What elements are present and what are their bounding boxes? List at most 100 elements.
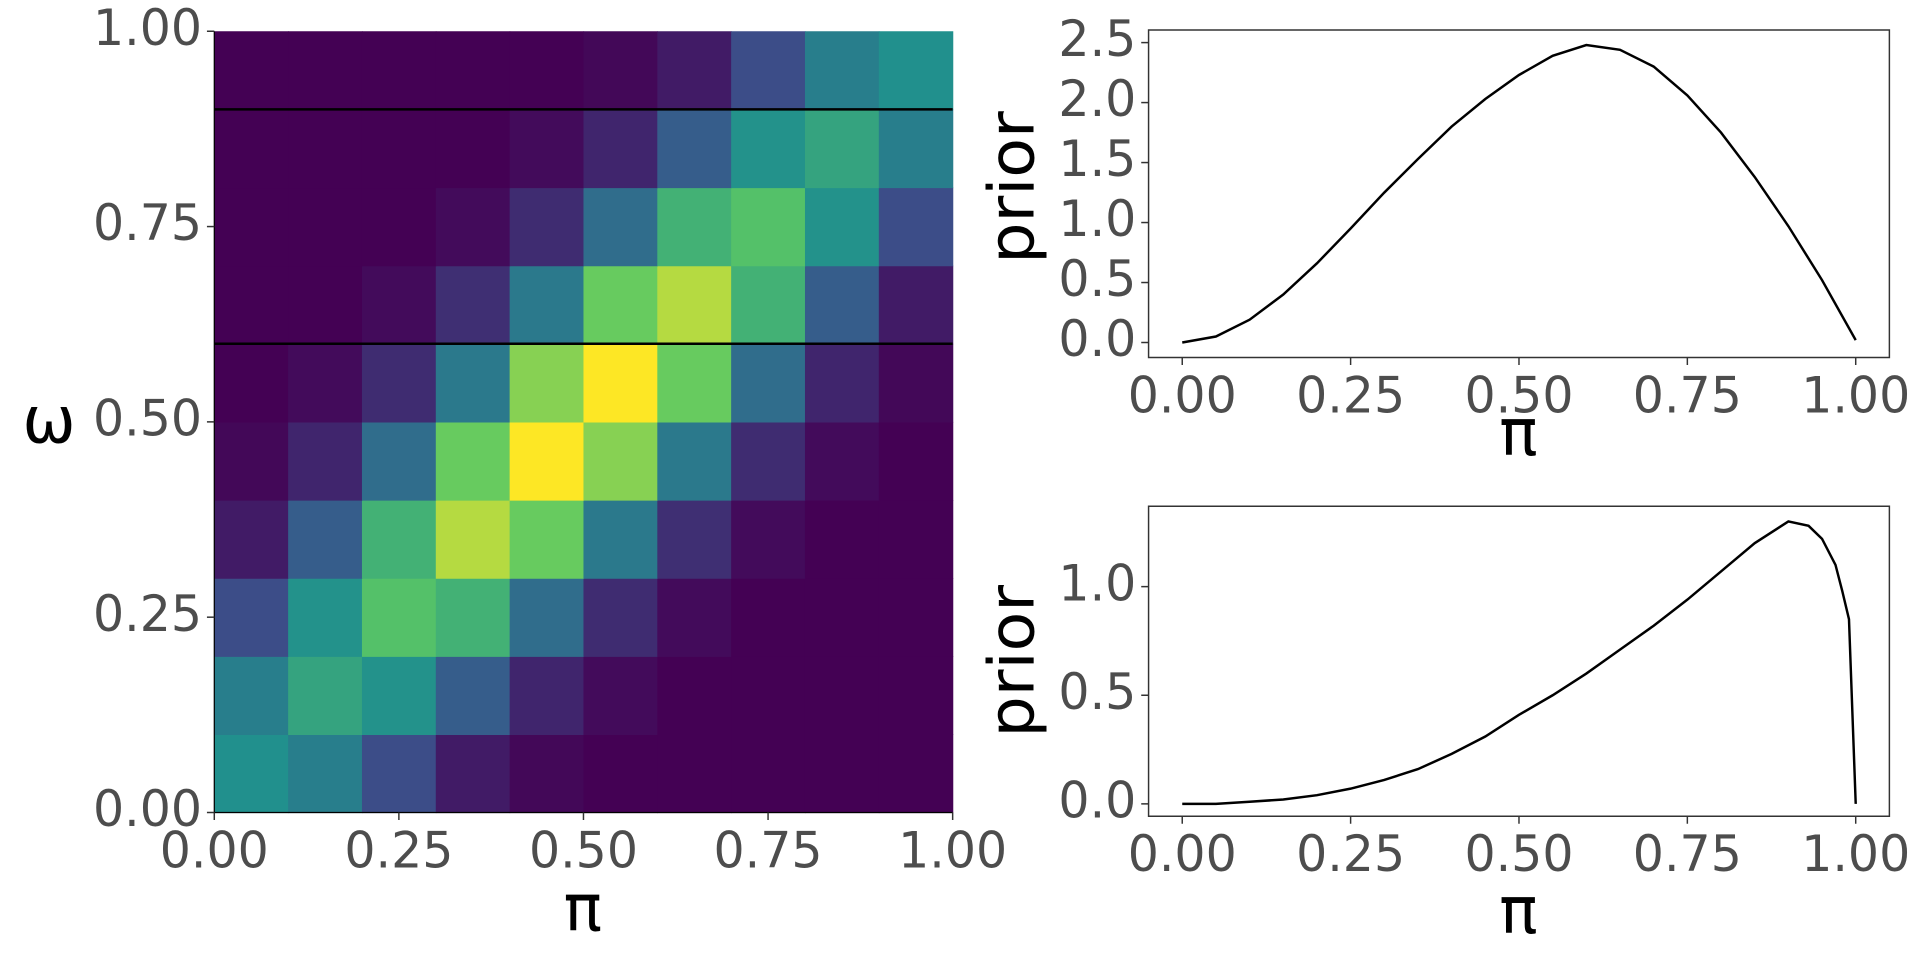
x-tick-label: 0.25: [344, 821, 453, 880]
heat-cell: [657, 656, 732, 735]
y-tick-label: 0.0: [1058, 771, 1136, 830]
y-tick-label: 2.0: [1058, 70, 1136, 129]
heat-cell: [435, 109, 511, 189]
heat-cell: [361, 656, 437, 735]
y-tick-label: 1.5: [1058, 130, 1136, 189]
heat-cell: [288, 265, 363, 345]
heat-cell: [657, 31, 732, 110]
heat-cell: [214, 109, 289, 189]
line: [1182, 43, 1857, 344]
heat-cell: [583, 265, 658, 345]
heat-cell: [288, 31, 363, 110]
heat-cell: [731, 31, 806, 110]
x-tick-label: 0.00: [1128, 366, 1237, 425]
heat-cell: [804, 31, 880, 110]
heat-cell: [509, 500, 585, 579]
heat-cell: [878, 421, 954, 501]
heat-cell: [214, 31, 289, 110]
heat-cell: [509, 734, 585, 814]
heat-cell: [878, 656, 954, 735]
x-tick-label: 0.50: [529, 821, 638, 880]
heat-cell: [214, 187, 289, 267]
y-tick-label: 2.5: [1058, 10, 1136, 69]
heat-cell: [731, 421, 806, 501]
y-tick-label: 0.5: [1058, 662, 1136, 721]
heat-cell: [804, 734, 880, 814]
heat-cell: [288, 421, 363, 501]
heat-cell: [288, 578, 363, 657]
heat-cell: [804, 578, 880, 657]
heat-cell: [583, 734, 658, 814]
y-tick-label: 1.0: [1058, 554, 1136, 613]
heat-cell: [731, 656, 806, 735]
heat-cell: [804, 421, 880, 501]
heat-cell: [214, 265, 289, 345]
heat-cell: [361, 187, 437, 267]
heat-cell: [361, 343, 437, 423]
heat-cell: [361, 578, 437, 657]
heat-cell: [583, 31, 658, 110]
x-tick-label: 0.00: [160, 821, 269, 880]
heat-cell: [214, 578, 289, 657]
x-axis-title: π: [1499, 396, 1537, 472]
x-tick-label: 0.25: [1296, 825, 1405, 884]
heat-cell: [361, 421, 437, 501]
y-tick-label: 0.5: [1058, 250, 1136, 309]
heat-cell: [509, 578, 585, 657]
heat-cell: [214, 734, 289, 814]
heat-cell: [509, 421, 585, 501]
x-tick-label: 1.00: [1801, 825, 1910, 884]
y-tick-label: 1.0: [1058, 190, 1136, 249]
heat-cell: [657, 734, 732, 814]
heat-cell: [435, 500, 511, 579]
heat-cell: [731, 265, 806, 345]
heat-cell: [878, 31, 954, 110]
x-axis-title: π: [564, 871, 602, 947]
y-tick-label: 0.25: [93, 584, 202, 643]
heat-cell: [361, 265, 437, 345]
heat-cell: [731, 734, 806, 814]
heat-cell: [361, 734, 437, 814]
y-tick-label: 1.00: [93, 0, 202, 57]
heat-cell: [435, 187, 511, 267]
heat-cell: [731, 578, 806, 657]
heat-cell: [657, 265, 732, 345]
heat-cell: [731, 500, 806, 579]
panel: 0.00 0.25 0.50 0.75 1.00 0.0 0.5 1.0 π prior: [975, 505, 1910, 949]
heat-cell: [657, 500, 732, 579]
heat-cell: [657, 187, 732, 267]
heat-cell: [731, 343, 806, 423]
line: [1182, 520, 1857, 806]
heat-cell: [435, 578, 511, 657]
y-axis-title: prior: [975, 584, 1049, 737]
y-axis-title: prior: [975, 111, 1049, 264]
heat-cell: [583, 500, 658, 579]
heat-cell: [657, 421, 732, 501]
heat-cell: [657, 578, 732, 657]
heat-cell: [361, 500, 437, 579]
heat-cell: [509, 656, 585, 735]
heat-cell: [878, 187, 954, 267]
heat-cell: [804, 656, 880, 735]
heat-cell: [509, 31, 585, 110]
heat-cell: [804, 343, 880, 423]
heat-cell: [435, 265, 511, 345]
heat-cell: [214, 656, 289, 735]
heat-cell: [214, 500, 289, 579]
heat-cell: [878, 578, 954, 657]
heat-cell: [435, 31, 511, 110]
x-tick-label: 0.25: [1296, 366, 1405, 425]
heat-cell: [214, 343, 289, 423]
panel: 0.00 0.25 0.50 0.75 1.00 0.00.51.01.52.02.5 π p…: [975, 10, 1910, 472]
y-axis-title: ω: [22, 383, 75, 459]
heat-cell: [583, 343, 658, 423]
heat-cell: [509, 265, 585, 345]
heat-cell: [657, 109, 732, 189]
heat-cell: [583, 421, 658, 501]
x-tick-label: 0.75: [1633, 825, 1742, 884]
heat-cell: [804, 500, 880, 579]
heat-cell: [435, 656, 511, 735]
x-tick-label: 0.50: [1464, 366, 1573, 425]
x-axis-title: π: [1499, 873, 1537, 949]
